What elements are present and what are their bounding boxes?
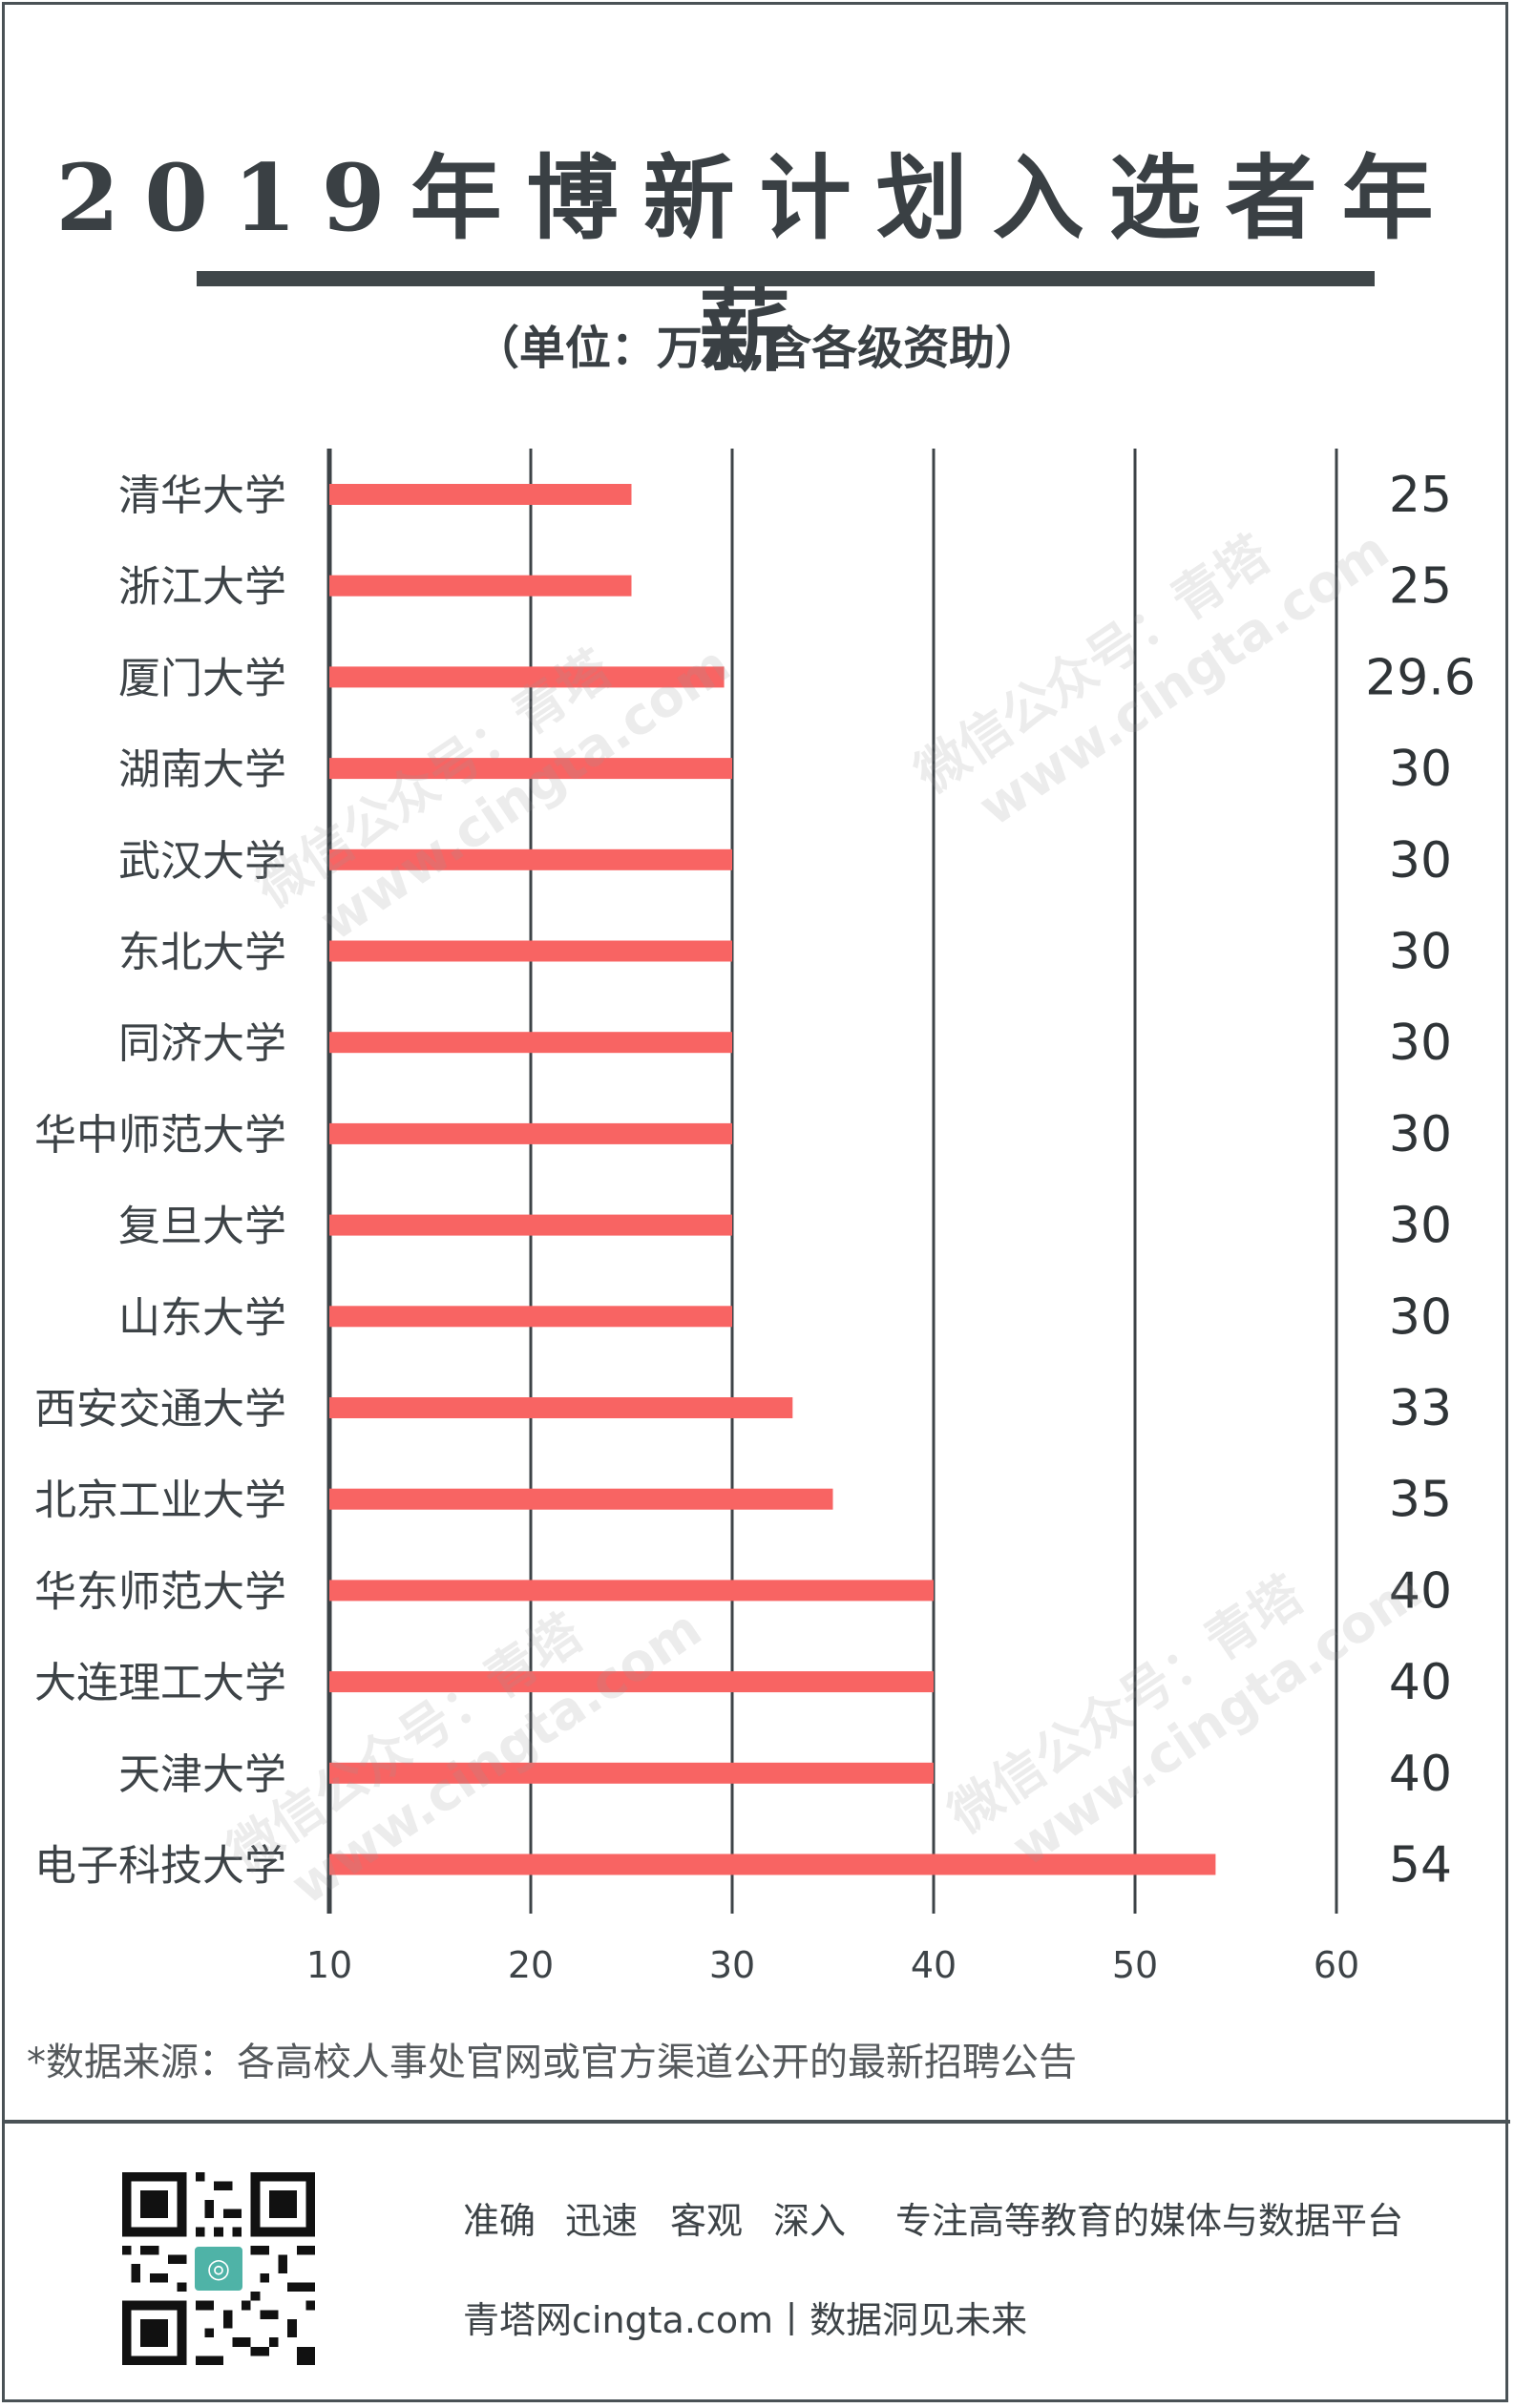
category-label: 大连理工大学 [34, 1659, 286, 1707]
value-label: 30 [1389, 1288, 1452, 1346]
value-label: 30 [1389, 832, 1452, 890]
cingta-logo-icon: ◎ [191, 2243, 246, 2294]
value-label: 40 [1389, 1562, 1452, 1620]
footer-tag-deep: 深入 [773, 2200, 847, 2242]
value-label: 40 [1389, 1746, 1452, 1803]
bar [329, 1214, 732, 1236]
value-label: 29.6 [1365, 649, 1476, 706]
category-label: 武汉大学 [118, 837, 286, 886]
value-label: 30 [1389, 1198, 1452, 1255]
bar [329, 1032, 732, 1054]
category-label: 华东师范大学 [34, 1567, 286, 1616]
bar [329, 1397, 793, 1418]
category-label: 厦门大学 [118, 654, 286, 702]
footer-tag-mission: 专注高等教育的媒体与数据平台 [895, 2200, 1404, 2242]
value-label: 35 [1389, 1472, 1452, 1529]
bar [329, 484, 632, 505]
value-label: 25 [1389, 467, 1452, 524]
category-label: 清华大学 [118, 471, 286, 520]
category-labels: 清华大学浙江大学厦门大学湖南大学武汉大学东北大学同济大学华中师范大学复旦大学山东… [34, 471, 286, 1891]
bar [329, 1306, 732, 1328]
value-label: 30 [1389, 741, 1452, 798]
category-label: 电子科技大学 [34, 1842, 286, 1891]
x-tick-labels: 10 20 30 40 50 60 [306, 1944, 1359, 1986]
bar [329, 1122, 732, 1144]
footer-tag-objective: 客观 [670, 2200, 744, 2242]
category-label: 西安交通大学 [34, 1385, 286, 1434]
bar [329, 758, 732, 780]
category-label: 湖南大学 [118, 745, 286, 794]
bar [329, 1762, 934, 1784]
value-label: 30 [1389, 1015, 1452, 1072]
bars [329, 484, 1216, 1875]
bar [329, 1853, 1216, 1875]
value-label: 54 [1389, 1837, 1452, 1895]
footer-divider [2, 2120, 1510, 2124]
bar [329, 940, 732, 962]
chart-subtitle: （单位：万元,含各级资助） [473, 322, 1041, 375]
bar [329, 848, 732, 870]
chart-title: 2019年博新计划入选者年薪 [55, 144, 1459, 385]
bar-chart: 清华大学浙江大学厦门大学湖南大学武汉大学东北大学同济大学华中师范大学复旦大学山东… [34, 449, 1476, 1986]
bar [329, 1488, 833, 1510]
category-label: 山东大学 [118, 1293, 286, 1342]
x-tick-label: 30 [709, 1944, 755, 1986]
footer-tag-fast: 迅速 [565, 2200, 639, 2242]
footer-slogan: 青塔网cingta.com丨数据洞见未来 [463, 2299, 1028, 2341]
qr-code-icon [122, 2172, 315, 2365]
bar [329, 666, 725, 688]
footer-tag-accurate: 准确 [463, 2200, 536, 2242]
data-source-note: *数据来源：各高校人事处官网或官方渠道公开的最新招聘公告 [27, 2041, 1077, 2084]
category-label: 北京工业大学 [34, 1476, 286, 1525]
bar [329, 575, 632, 597]
category-label: 华中师范大学 [34, 1111, 286, 1160]
gridlines [326, 449, 1338, 1914]
x-tick-label: 20 [508, 1944, 554, 1986]
x-tick-label: 40 [911, 1944, 957, 1986]
x-tick-label: 50 [1112, 1944, 1158, 1986]
category-label: 天津大学 [118, 1750, 286, 1799]
category-label: 同济大学 [118, 1019, 286, 1068]
value-label: 40 [1389, 1654, 1452, 1711]
x-tick-label: 60 [1314, 1944, 1359, 1986]
category-label: 浙江大学 [118, 563, 286, 612]
category-label: 东北大学 [118, 929, 286, 977]
value-label: 25 [1389, 558, 1452, 616]
value-label: 33 [1389, 1380, 1452, 1437]
x-tick-label: 10 [306, 1944, 352, 1986]
bar [329, 1580, 934, 1602]
value-label: 30 [1389, 1106, 1452, 1163]
value-label: 30 [1389, 924, 1452, 981]
value-labels: 25 25 29.6 30 30 30 30 30 30 30 33 35 40 40 40 54 [1365, 467, 1476, 1895]
category-label: 复旦大学 [118, 1203, 286, 1251]
title-underline [197, 271, 1375, 286]
bar [329, 1671, 934, 1693]
